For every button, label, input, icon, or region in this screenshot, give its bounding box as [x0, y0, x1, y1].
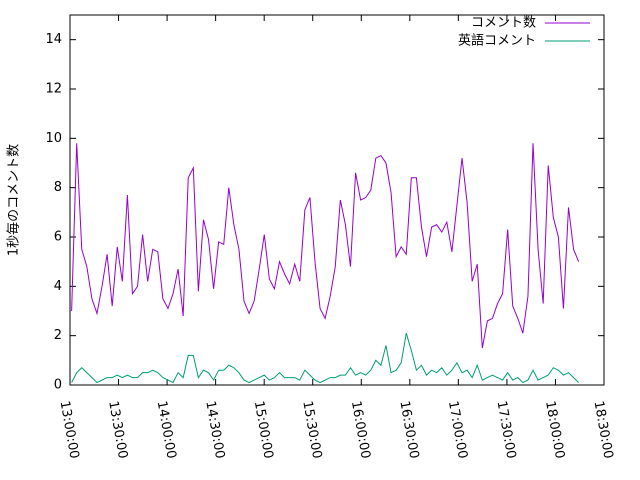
plot-border [69, 14, 605, 386]
y-axis-label: 1秒毎のコメント数 [6, 144, 22, 256]
x-tick-label: 18:30:00 [591, 400, 616, 460]
x-tick-label: 16:30:00 [396, 400, 421, 460]
x-tick-label: 15:30:00 [299, 400, 324, 460]
legend-label: コメント数 [471, 16, 536, 31]
series-line [71, 333, 579, 384]
x-tick-label: 17:00:00 [445, 400, 470, 460]
y-tick-label: 14 [45, 32, 62, 47]
series-line [71, 143, 580, 349]
x-tick-label: 13:00:00 [57, 400, 82, 460]
y-tick-label: 10 [45, 131, 62, 146]
y-tick-label: 2 [54, 328, 62, 343]
x-tick-label: 15:00:00 [251, 400, 276, 460]
y-tick-label: 0 [54, 378, 62, 393]
x-tick-label: 18:00:00 [542, 400, 567, 460]
y-tick-label: 8 [54, 180, 62, 195]
x-tick-label: 17:30:00 [494, 400, 519, 460]
y-tick-label: 4 [54, 279, 62, 294]
x-tick-label: 16:00:00 [348, 400, 373, 460]
y-tick-label: 6 [54, 230, 62, 245]
legend-label: 英語コメント [458, 33, 536, 49]
x-tick-label: 14:00:00 [154, 400, 179, 460]
x-tick-label: 13:30:00 [105, 400, 130, 460]
x-tick-label: 14:30:00 [202, 400, 227, 460]
y-tick-label: 12 [45, 82, 62, 97]
